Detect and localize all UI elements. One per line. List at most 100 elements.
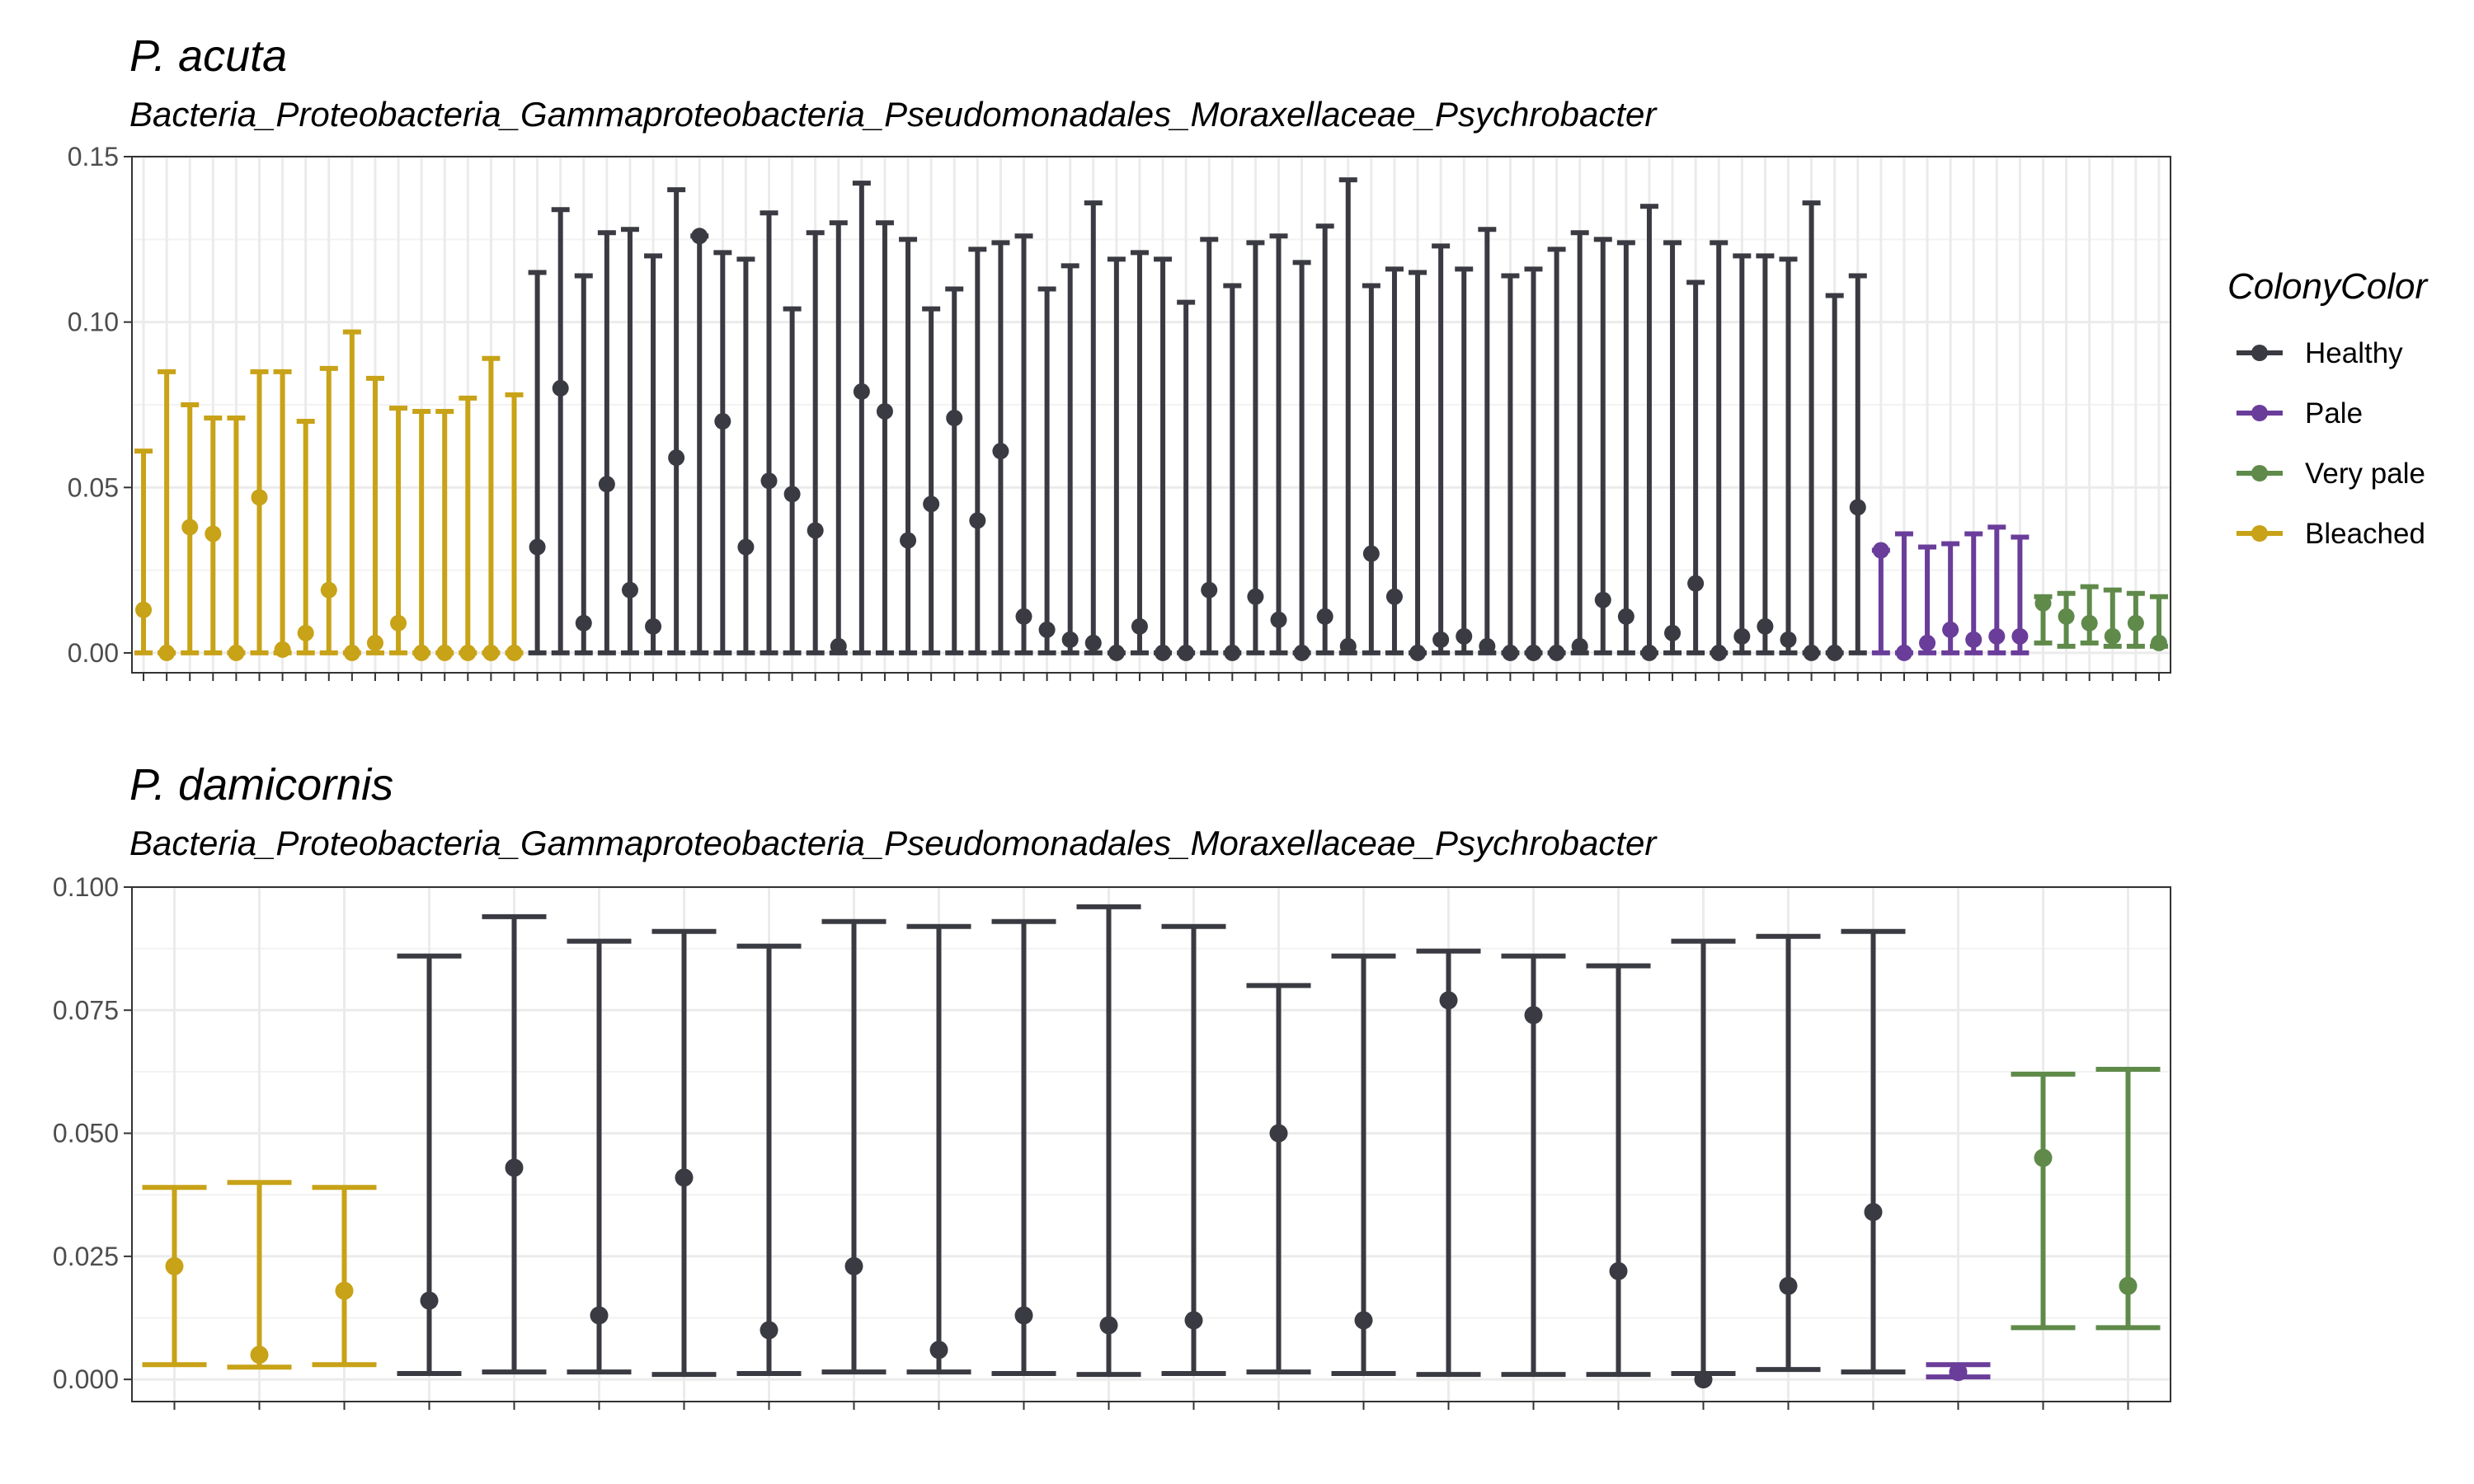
error-bar-point [1223,283,1242,661]
data-point [1733,627,1751,645]
legend-key-point [2251,405,2268,421]
legend-key-point [2251,525,2268,542]
error-bar-point [736,943,802,1376]
plot-area-acuta: 0.00 0.05 0.10 0.15 [68,142,2171,681]
data-point [645,618,662,635]
data-point [420,1291,439,1310]
data-point [506,644,523,661]
data-point [1184,1311,1203,1330]
error-bar-point [899,237,918,655]
error-bar-point [806,230,825,655]
data-point [274,641,291,658]
data-point [923,495,940,513]
data-point [552,379,569,397]
error-bar-point [1802,200,1821,661]
error-bar-point [2149,594,2168,651]
error-bar-point [667,187,686,655]
error-bar-point [760,210,778,655]
error-bar-point [1130,250,1149,655]
error-bar-point [1037,286,1056,655]
data-point [1640,644,1658,661]
error-bar-point [1756,933,1821,1373]
legend-items: Healthy Pale Very pale Bleached [2236,337,2425,550]
legend: ColonyColor Healthy Pale Very pale Bleached [2227,266,2429,550]
legend-key-point [2251,465,2268,481]
error-bar-point [1362,283,1380,655]
error-bar-point [412,408,431,661]
error-bar-point [181,402,200,655]
error-bar-point [1825,293,1844,661]
error-bar-point [1894,531,1913,661]
error-bar-point [1841,928,1906,1375]
data-point [2011,627,2029,645]
error-bar-point [273,369,292,658]
data-point [1385,588,1403,605]
data-point [482,644,500,661]
y-tick-label: 0.075 [53,995,119,1025]
data-point [969,512,986,529]
data-point [1988,627,2006,645]
error-bar-point [158,369,176,661]
data-point [1099,1316,1118,1335]
data-point [366,634,383,651]
legend-item: Very pale [2236,458,2425,490]
error-bar-point [1315,223,1334,655]
error-bar-point [312,1185,377,1368]
data-point [668,449,685,467]
legend-item: Bleached [2236,518,2425,550]
error-bar-point [1586,963,1651,1378]
data-point [1525,644,1542,661]
error-bar-point [250,369,269,655]
data-point [2034,594,2052,612]
data-point [251,489,268,506]
data-point [413,644,430,661]
error-bar-point [435,408,454,661]
legend-label: Healthy [2305,337,2403,369]
data-point [1293,644,1310,661]
data-point [590,1306,609,1325]
data-point [1178,644,1195,661]
y-tick-label: 0.05 [68,472,119,502]
error-bar-point [1084,200,1103,655]
error-bar-point [1710,240,1729,661]
error-bar-point [651,928,717,1378]
data-point [675,1168,694,1187]
error-bar-point [1570,230,1589,655]
data-point [1664,624,1681,641]
legend-label: Bleached [2305,518,2425,550]
error-bar-point [574,273,593,655]
error-bar-point [1246,983,1311,1375]
error-bar-point [1926,1362,1991,1382]
data-point [575,614,592,632]
error-bar-point [365,375,384,655]
data-point [1949,1363,1968,1382]
data-point [1316,608,1333,625]
error-bar-point [1161,923,1226,1376]
data-point [1061,631,1079,648]
data-point [250,1345,269,1364]
error-bar-point [1501,273,1520,661]
data-point [335,1281,354,1300]
error-bar-point [2034,594,2053,646]
error-bar-point [2057,590,2076,649]
data-point [1270,611,1287,628]
data-point [1571,637,1588,655]
error-bar-point [968,247,987,655]
error-bar-point [821,918,887,1375]
data-point [1779,1276,1798,1295]
data-point [205,525,222,542]
y-tick-label: 0.000 [53,1364,119,1394]
error-bar-point [945,286,964,655]
data-point [1849,499,1866,516]
error-bar-point [783,306,802,655]
data-point [436,644,454,661]
error-bar-point [1455,266,1474,655]
plot-background [132,157,2171,673]
data-point [1456,627,1473,645]
error-bar-point [1432,243,1451,655]
error-bar-point [319,365,338,655]
error-bar-point [459,395,477,661]
data-point [900,532,917,549]
data-point [1502,644,1519,661]
